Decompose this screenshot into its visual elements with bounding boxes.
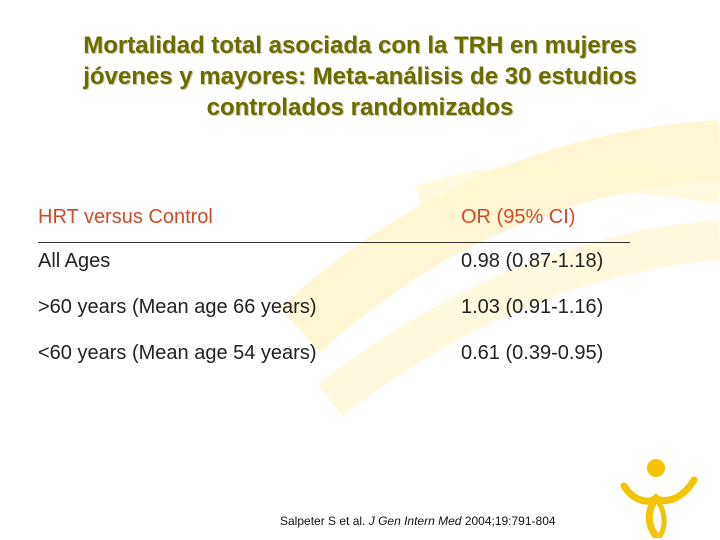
- table-header-row: HRT versus Control OR (95% CI): [38, 200, 630, 244]
- title-line: controlados randomizados: [206, 94, 514, 121]
- title-line: jóvenes y mayores: Meta-análisis de 30 e…: [83, 63, 637, 90]
- citation: Salpeter S et al. J Gen Intern Med 2004;…: [280, 514, 556, 528]
- results-table: HRT versus Control OR (95% CI) All Ages …: [38, 200, 630, 382]
- citation-authors: Salpeter S et al.: [280, 514, 366, 528]
- row-label: >60 years (Mean age 66 years): [38, 296, 317, 318]
- header-odds-ratio: OR (95% CI): [461, 206, 576, 228]
- row-value: 0.98 (0.87-1.18): [461, 250, 604, 272]
- title-line: Mortalidad total asociada con la TRH en …: [83, 32, 637, 59]
- header-comparison: HRT versus Control: [38, 206, 213, 228]
- header-divider: [38, 242, 630, 243]
- citation-journal: J Gen Intern Med: [368, 514, 462, 528]
- row-label: All Ages: [38, 250, 111, 272]
- table-row: >60 years (Mean age 66 years) 1.03 (0.91…: [38, 290, 630, 336]
- table-row: All Ages 0.98 (0.87-1.18): [38, 244, 630, 290]
- citation-details: 2004;19:791-804: [464, 514, 556, 528]
- row-value: 1.03 (0.91-1.16): [461, 296, 604, 318]
- row-value: 0.61 (0.39-0.95): [461, 342, 604, 364]
- table-row: <60 years (Mean age 54 years) 0.61 (0.39…: [38, 336, 630, 382]
- slide-title: Mortalidad total asociada con la TRH en …: [40, 30, 680, 123]
- row-label: <60 years (Mean age 54 years): [38, 342, 317, 364]
- person-figure-icon: [620, 459, 698, 538]
